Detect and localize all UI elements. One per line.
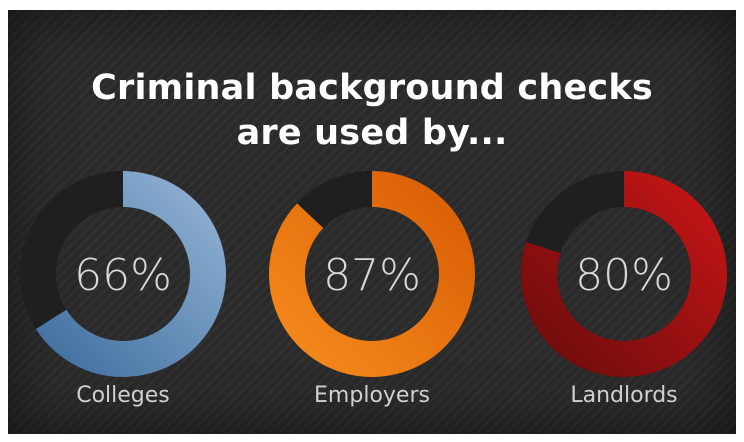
chart-title-line-2: are used by... <box>236 113 508 153</box>
category-label: Employers <box>314 383 430 408</box>
donut-value-arc <box>521 171 727 377</box>
donut-landlords: 80% Landlords <box>521 171 727 408</box>
percent-label: 87% <box>323 250 421 301</box>
category-label: Landlords <box>570 383 677 408</box>
infographic-panel: Criminal background checks are used by..… <box>8 10 736 434</box>
donut-charts: 66% Colleges 87% Employers 80% Landlords <box>20 171 727 408</box>
percent-label: 66% <box>74 250 172 301</box>
donut-value-arc <box>269 171 475 377</box>
donut-value-arc <box>20 171 226 377</box>
chart-title-line-1: Criminal background checks <box>91 68 653 108</box>
donut-employers: 87% Employers <box>269 171 475 408</box>
donut-colleges: 66% Colleges <box>20 171 226 408</box>
category-label: Colleges <box>76 383 170 408</box>
chart-title: Criminal background checks are used by..… <box>8 66 736 156</box>
percent-label: 80% <box>575 250 673 301</box>
